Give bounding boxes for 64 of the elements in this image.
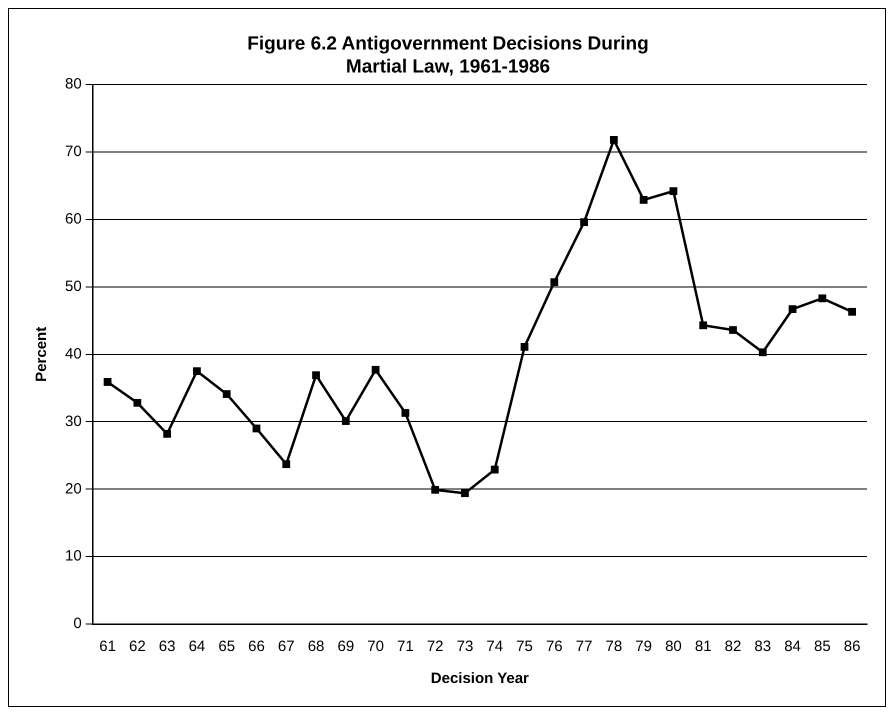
x-tick-label: 85 <box>814 638 831 656</box>
point <box>670 187 678 196</box>
x-tick-label: 84 <box>784 638 801 656</box>
point <box>104 378 112 386</box>
x-tick-label: 76 <box>546 638 563 656</box>
y-tick-label: 70 <box>64 143 82 160</box>
x-tick-label: 77 <box>576 638 592 656</box>
x-tick-label: 72 <box>426 638 444 656</box>
y-axis-title: Percent <box>33 326 50 382</box>
x-tick-label: 70 <box>367 638 384 656</box>
y-tick-label: 50 <box>64 278 82 296</box>
y-tick-label: 0 <box>73 615 82 632</box>
x-tick-label: 78 <box>606 638 622 656</box>
point <box>610 136 618 144</box>
point <box>580 218 588 226</box>
x-tick-label: 64 <box>188 638 206 656</box>
x-tick-label: 66 <box>248 638 265 656</box>
y-tick-label: 30 <box>64 412 82 430</box>
y-tick-label: 60 <box>64 210 82 228</box>
x-tick-label: 73 <box>456 638 474 656</box>
point <box>699 321 708 330</box>
y-tick-label: 20 <box>64 480 82 498</box>
point <box>133 398 142 407</box>
point <box>818 294 826 302</box>
point <box>222 390 231 398</box>
x-tick-label: 86 <box>844 638 860 656</box>
point <box>490 466 499 474</box>
point <box>282 460 290 468</box>
y-tick-label: 40 <box>64 345 82 362</box>
x-tick-label: 61 <box>99 638 116 656</box>
x-tick-label: 75 <box>516 638 533 656</box>
point <box>342 417 350 425</box>
x-tick-label: 69 <box>337 638 354 656</box>
point <box>461 489 469 498</box>
point <box>848 308 856 316</box>
x-tick-label: 80 <box>665 638 682 656</box>
x-tick-label: 82 <box>724 638 742 656</box>
point <box>550 278 558 286</box>
point <box>163 430 172 438</box>
y-tick-label: 10 <box>64 548 82 565</box>
point <box>402 409 410 417</box>
chart-title: Figure 6.2 Antigovernment Decisions During Martial Law, 1961-1986 <box>247 34 649 78</box>
x-tick-label: 62 <box>129 638 146 656</box>
point <box>372 366 380 374</box>
point <box>193 367 201 376</box>
x-tick-label: 83 <box>754 638 772 656</box>
x-tick-label: 68 <box>308 638 324 656</box>
x-tick-label: 63 <box>158 638 176 656</box>
x-tick-label: 65 <box>218 638 236 656</box>
point <box>312 371 320 380</box>
point <box>520 342 528 351</box>
point <box>252 424 260 432</box>
x-tick-label: 71 <box>397 638 414 656</box>
point <box>729 326 737 334</box>
y-tick-label: 80 <box>64 76 82 93</box>
point <box>788 305 796 314</box>
x-axis-title: Decision Year <box>430 670 530 688</box>
point <box>431 486 440 494</box>
x-tick-label: 74 <box>486 638 504 656</box>
x-tick-label: 67 <box>278 638 295 656</box>
x-tick-label: 81 <box>694 638 712 656</box>
point <box>640 196 648 204</box>
x-tick-label: 79 <box>635 638 652 656</box>
point <box>758 348 767 356</box>
